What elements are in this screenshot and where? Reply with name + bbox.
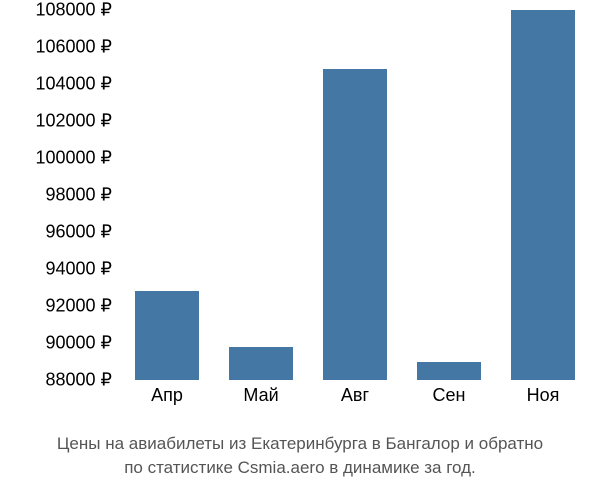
x-tick-label: Май: [243, 385, 278, 406]
y-tick-label: 108000 ₽: [35, 0, 112, 21]
y-tick-label: 100000 ₽: [35, 148, 112, 169]
x-tick-label: Апр: [151, 385, 183, 406]
caption-line2: по статистике Csmia.aero в динамике за г…: [124, 458, 476, 477]
bar: [229, 347, 293, 380]
y-tick-label: 90000 ₽: [45, 333, 112, 354]
bar: [135, 291, 199, 380]
y-tick-label: 98000 ₽: [45, 185, 112, 206]
chart-caption: Цены на авиабилеты из Екатеринбурга в Ба…: [0, 432, 600, 480]
bar: [417, 362, 481, 381]
y-tick-label: 92000 ₽: [45, 296, 112, 317]
bar: [511, 10, 575, 380]
y-tick-label: 102000 ₽: [35, 111, 112, 132]
y-tick-label: 88000 ₽: [45, 370, 112, 391]
y-axis: 88000 ₽90000 ₽92000 ₽94000 ₽96000 ₽98000…: [0, 0, 120, 380]
price-chart: 88000 ₽ 90000 ₽ 92000 ₽ 94000 ₽ 96000 ₽ 98000…: [0, 0, 600, 420]
x-tick-label: Ноя: [527, 385, 560, 406]
plot-area: [120, 0, 590, 380]
bar: [323, 69, 387, 380]
y-tick-label: 106000 ₽: [35, 37, 112, 58]
x-tick-label: Сен: [433, 385, 466, 406]
y-tick-label: 96000 ₽: [45, 222, 112, 243]
x-axis: Апр Май Авг Сен Ноя: [120, 385, 590, 415]
y-tick-label: 104000 ₽: [35, 74, 112, 95]
x-tick-label: Авг: [341, 385, 369, 406]
caption-line1: Цены на авиабилеты из Екатеринбурга в Ба…: [57, 434, 543, 453]
y-tick-label: 94000 ₽: [45, 259, 112, 280]
